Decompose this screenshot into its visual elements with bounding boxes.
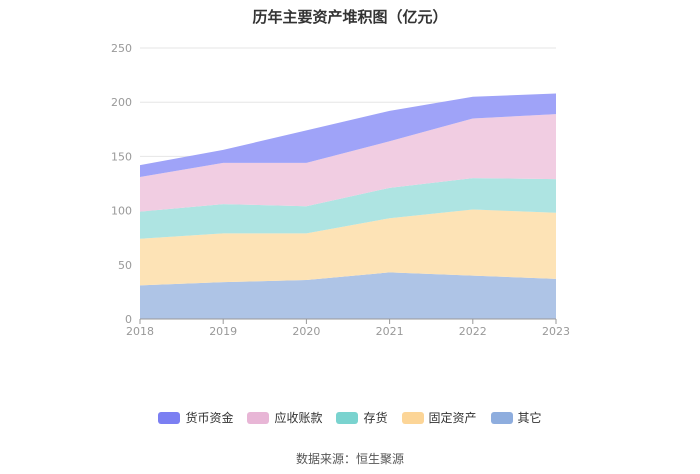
legend-item[interactable]: 固定资产 [401,409,477,426]
legend-item[interactable]: 存货 [336,409,388,426]
area-应收账款 [140,114,556,212]
legend: 货币资金 应收账款 存货 固定资产 其它 [0,409,700,426]
legend-swatch [336,411,359,424]
legend-item[interactable]: 其它 [490,409,542,426]
legend-label: 应收账款 [274,411,323,425]
y-tick-label: 100 [111,205,132,218]
area-货币资金 [140,93,556,177]
y-tick-label: 50 [118,259,132,272]
legend-swatch [158,411,181,424]
legend-label: 存货 [363,411,388,425]
legend-label: 货币资金 [185,411,234,425]
axes: 0 50 100 150 200 250 2018 2019 2020 2021 2022 2023 [111,42,570,338]
area-其它 [140,272,556,319]
legend-swatch [247,411,270,424]
x-tick-label: 2018 [126,325,154,338]
chart-title: 历年主要资产堆积图（亿元） [252,8,448,26]
legend-item[interactable]: 应收账款 [247,409,322,426]
legend-swatch [401,411,424,424]
legend-label: 其它 [517,411,542,425]
legend-swatch [490,411,513,424]
x-tick-label: 2023 [542,325,570,338]
y-tick-label: 0 [125,313,132,326]
x-tick-label: 2020 [292,325,320,338]
area-存货 [140,178,556,239]
y-tick-label: 250 [111,42,132,55]
legend-label: 固定资产 [428,411,477,425]
data-source: 数据来源：恒生聚源 [295,452,404,466]
x-tick-label: 2019 [209,325,237,338]
y-tick-label: 200 [111,96,132,109]
y-tick-label: 150 [111,150,132,163]
legend-item[interactable]: 货币资金 [158,409,233,426]
x-tick-label: 2022 [459,325,487,338]
area-series [140,93,556,319]
x-tick-label: 2021 [376,325,404,338]
area-固定资产 [140,209,556,286]
